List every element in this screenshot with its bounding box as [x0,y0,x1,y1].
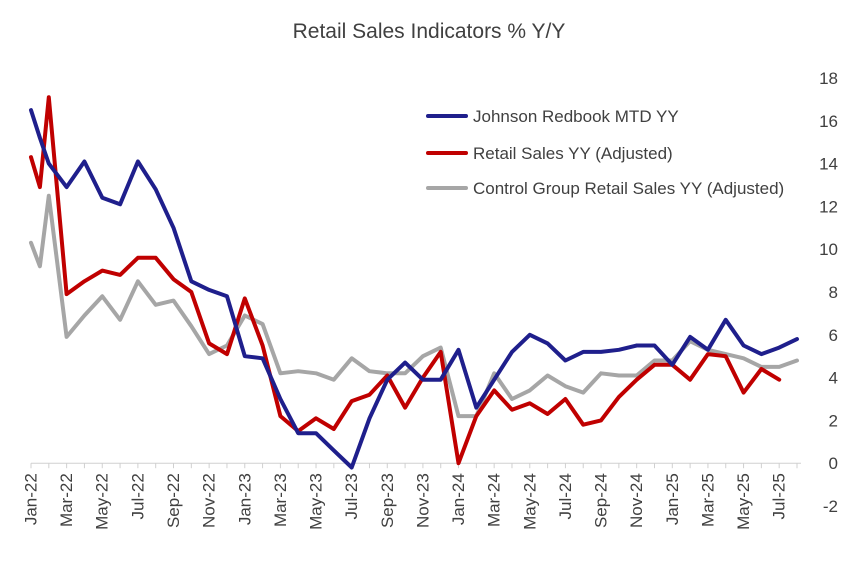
y-tick-label: 12 [819,197,838,216]
series-lines [29,95,799,470]
x-tick-label: Jan-25 [663,473,682,525]
x-tick-label: May-25 [734,473,753,530]
legend-label-2: Retail Sales YY (Adjusted) [473,144,673,163]
series-line-3 [29,193,799,419]
series-line-2 [29,95,782,466]
y-tick-label: 4 [829,369,838,388]
series-line-1 [29,108,799,470]
legend-label-1: Johnson Redbook MTD YY [473,107,679,126]
y-tick-label: -2 [823,497,838,516]
x-tick-label: Jul-22 [128,473,147,519]
x-tick-label: Nov-23 [413,473,432,528]
y-tick-label: 2 [829,411,838,430]
x-tick-label: May-22 [93,473,112,530]
legend-label-3: Control Group Retail Sales YY (Adjusted) [473,179,784,198]
x-tick-label: Mar-24 [485,473,504,527]
x-tick-label: Nov-22 [200,473,219,528]
y-tick-label: 14 [819,155,838,174]
x-tick-label: Jul-23 [342,473,361,519]
x-tick-label: Sep-23 [378,473,397,528]
y-tick-label: 10 [819,240,838,259]
axes: Jan-22 Mar-22 May-22 Jul-22 Sep-22 Nov-22 Jan-… [21,69,838,530]
x-tick-label: Jan-22 [21,473,40,525]
x-tick-label: Mar-22 [57,473,76,527]
x-tick-label: May-24 [520,473,539,530]
y-tick-label: 0 [829,454,838,473]
y-tick-label: 6 [829,326,838,345]
x-tick-label: Mar-23 [271,473,290,527]
x-tick-label: Jan-23 [235,473,254,525]
x-tick-label: Sep-24 [592,473,611,528]
x-tick-label: Nov-24 [627,473,646,528]
legend: Johnson Redbook MTD YY Retail Sales YY (A… [426,107,784,198]
y-tick-label: 18 [819,69,838,88]
x-tick-label: Jul-24 [556,473,575,519]
chart-title: Retail Sales Indicators % Y/Y [293,20,566,43]
x-tick-label: Jan-24 [449,473,468,525]
x-tick-label: May-23 [307,473,326,530]
x-tick-label: Sep-22 [164,473,183,528]
x-tick-label: Jul-25 [770,473,789,519]
y-tick-label: 8 [829,283,838,302]
y-tick-label: 16 [819,112,838,131]
x-tick-label: Mar-25 [698,473,717,527]
